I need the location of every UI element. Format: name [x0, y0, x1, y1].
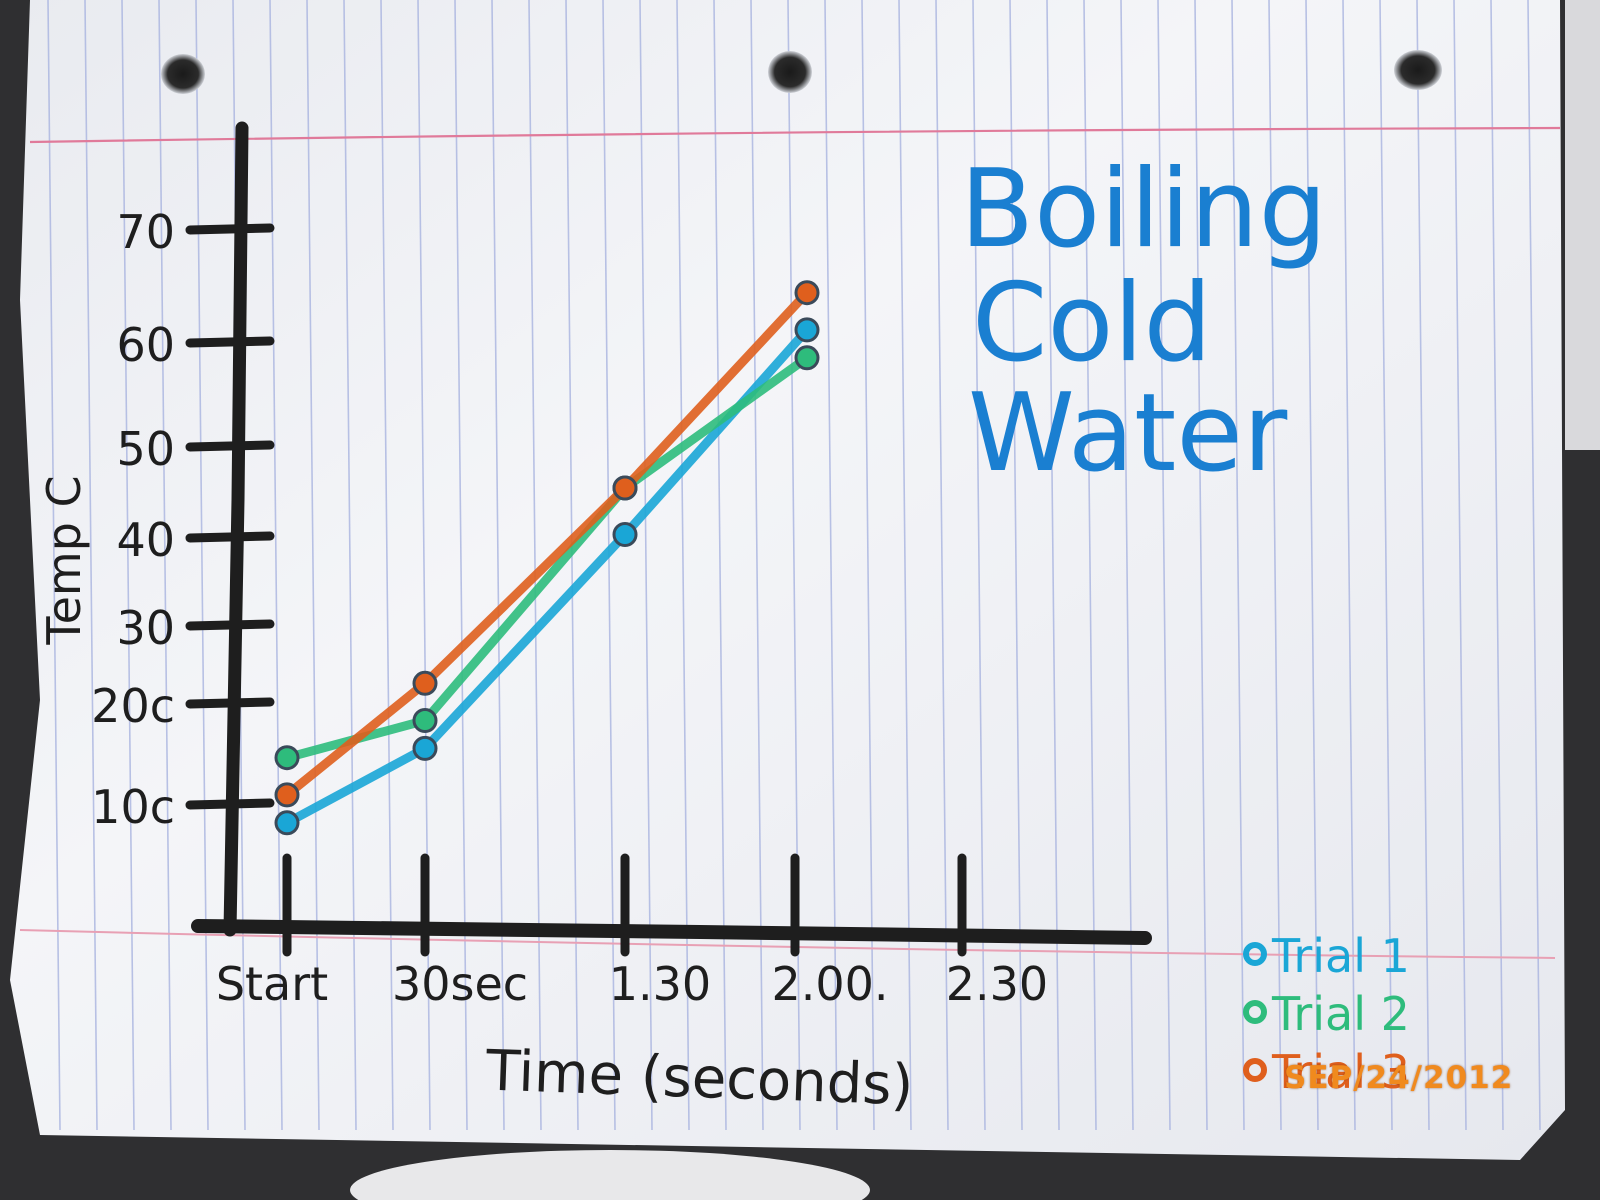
y-tick-label: 10c: [91, 780, 175, 834]
x-tick-label: 1.30: [609, 957, 711, 1011]
y-tick-mark: [185, 697, 275, 709]
data-point-trial-2: [794, 345, 820, 371]
y-tick-label: 40: [116, 513, 175, 567]
data-point-trial-1: [412, 735, 438, 761]
legend-label-trial-1: Trial 1: [1271, 929, 1410, 983]
series-line-trial-1: [282, 325, 812, 828]
x-tick-label: 2.00.: [771, 957, 888, 1011]
y-tick-label: 60: [116, 318, 175, 372]
chart-title-line-2: Cold: [972, 261, 1212, 386]
x-axis-title: Time (seconds): [484, 1039, 914, 1119]
y-tick-mark: [185, 440, 275, 452]
x-tick-label: 2.30: [946, 957, 1048, 1011]
y-tick-mark: [185, 336, 275, 348]
y-axis-title: Temp C: [37, 475, 91, 645]
y-axis-ticks: 10c 20c 30 40 50 60 70: [91, 205, 275, 834]
margin-line-top: [29, 126, 1561, 144]
data-point-trial-3: [794, 280, 820, 306]
x-axis-ticks: Start 30sec 1.30 2.00. 2.30: [216, 853, 1048, 1011]
ruled-lines: [47, 0, 1541, 1131]
notebook-paper: [10, 0, 1565, 1160]
chart-title-line-3: Water: [968, 371, 1288, 496]
y-tick-label: 50: [116, 422, 175, 476]
y-tick-mark: [185, 798, 275, 810]
axes: [191, 121, 1152, 945]
legend-marker-trial-3: [1243, 1058, 1267, 1082]
data-point-trial-3: [412, 670, 438, 696]
chart-title: Boiling Cold Water: [960, 147, 1327, 496]
x-tick-label: Start: [216, 957, 328, 1011]
x-tick-label: 30sec: [392, 957, 528, 1011]
background-photo-edge: [1565, 0, 1600, 450]
y-tick-mark: [185, 223, 275, 235]
legend-label-trial-2: Trial 2: [1271, 987, 1410, 1041]
legend-marker-trial-2: [1243, 1000, 1267, 1024]
background-object: [350, 1150, 870, 1200]
data-point-trial-1: [612, 522, 638, 547]
data-point-trial-3: [274, 782, 300, 808]
data-point-trial-2: [274, 745, 300, 771]
y-tick-mark: [185, 531, 275, 543]
y-tick-mark: [185, 619, 275, 631]
data-point-trial-1: [274, 810, 300, 836]
legend-marker-trial-1: [1243, 942, 1267, 966]
data-point-trial-2: [412, 708, 438, 733]
chart-title-line-1: Boiling: [960, 147, 1327, 272]
punched-holes: [161, 50, 1442, 94]
date-stamp: SEP/24/2012: [1284, 1060, 1514, 1096]
x-axis-line: [191, 919, 1152, 945]
series-layer: [274, 280, 820, 836]
data-point-trial-1: [794, 317, 820, 343]
y-tick-label: 70: [116, 205, 175, 259]
series-line-trial-3: [282, 288, 812, 800]
y-axis-line: [223, 121, 249, 937]
y-tick-label: 20c: [91, 679, 175, 733]
legend-label-trial-3: Trial 3: [1271, 1045, 1410, 1099]
y-tick-label: 30: [116, 601, 175, 655]
data-point-trial-3: [612, 475, 638, 501]
